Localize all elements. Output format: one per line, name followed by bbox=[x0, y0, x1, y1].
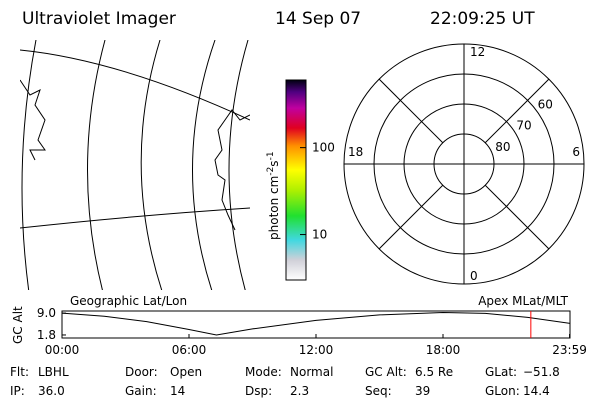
y-tick-label: 1.8 bbox=[37, 328, 56, 342]
info-label: Seq: bbox=[365, 384, 392, 398]
info-label: GLat: bbox=[485, 365, 517, 379]
info-label: Flt: bbox=[10, 365, 29, 379]
info-label: Mode: bbox=[245, 365, 282, 379]
x-tick-label: 23:59 bbox=[552, 343, 587, 357]
info-value: Normal bbox=[290, 365, 333, 379]
title: Ultraviolet Imager bbox=[22, 9, 176, 29]
alt-line bbox=[61, 311, 571, 336]
alt-plot-frame bbox=[61, 310, 571, 339]
polar-spoke bbox=[378, 78, 444, 144]
info-label: Door: bbox=[125, 365, 158, 379]
info-value: 14 bbox=[170, 384, 185, 398]
colorbar-tick-label: 10 bbox=[312, 228, 327, 242]
info-value: 2.3 bbox=[290, 384, 309, 398]
time: 22:09:25 UT bbox=[430, 9, 535, 29]
polar-mlt-label: 12 bbox=[470, 45, 485, 59]
polar-mlt-label: 18 bbox=[348, 145, 363, 159]
info-label: IP: bbox=[10, 384, 25, 398]
polar-spoke bbox=[378, 184, 444, 250]
info-value: 14.4 bbox=[523, 384, 550, 398]
left-label: Geographic Lat/Lon bbox=[70, 294, 187, 308]
x-tick-label: 12:00 bbox=[299, 343, 334, 357]
polar-ring-label: 70 bbox=[516, 119, 531, 133]
polar-ring-label: 80 bbox=[495, 140, 510, 154]
x-tick-label: 18:00 bbox=[426, 343, 461, 357]
info-label: Dsp: bbox=[245, 384, 272, 398]
x-tick-label: 00:00 bbox=[45, 343, 80, 357]
info-value: 39 bbox=[415, 384, 430, 398]
right-label: Apex MLat/MLT bbox=[478, 294, 568, 308]
info-label: Gain: bbox=[125, 384, 157, 398]
map bbox=[20, 40, 250, 290]
colorbar bbox=[285, 79, 307, 281]
info-value: LBHL bbox=[38, 365, 69, 379]
info-value: 36.0 bbox=[38, 384, 65, 398]
polar-mlt-label: 0 bbox=[470, 269, 478, 283]
y-axis-label: GC Alt bbox=[11, 306, 25, 344]
info-value: 6.5 Re bbox=[415, 365, 453, 379]
info-value: −51.8 bbox=[523, 365, 560, 379]
polar-mlt-label: 6 bbox=[572, 145, 580, 159]
colorbar-tick-label: 100 bbox=[312, 141, 335, 155]
x-tick-label: 06:00 bbox=[172, 343, 207, 357]
polar-spoke bbox=[484, 78, 550, 144]
date: 14 Sep 07 bbox=[275, 9, 361, 29]
info-label: GLon: bbox=[485, 384, 520, 398]
polar-spoke bbox=[484, 184, 550, 250]
y-tick-label: 9.0 bbox=[37, 306, 56, 320]
colorbar-label: photon cm-2s-1 bbox=[266, 151, 281, 240]
polar-ring-label: 60 bbox=[538, 97, 553, 111]
info-value: Open bbox=[170, 365, 202, 379]
info-label: GC Alt: bbox=[365, 365, 407, 379]
